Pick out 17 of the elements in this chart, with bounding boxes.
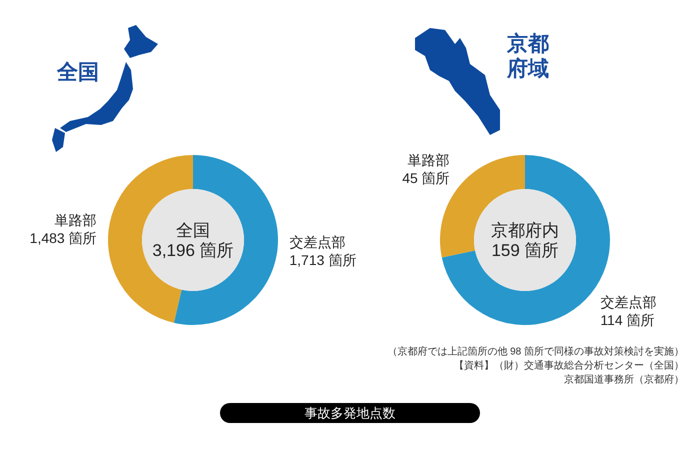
text: 京都府内 159 箇所 [491,220,559,260]
chart-title: 全国 [57,60,99,84]
text: 3,196 箇所 [152,240,234,260]
text: 京都国道事務所（京都府） [564,374,684,386]
text: 全国 [176,220,210,240]
data-label: 45 箇所 [402,170,450,186]
chart-title: 京都府域 [506,30,549,80]
slice-label: 交差点部 [600,294,656,310]
data-label: 114 箇所 [600,312,655,328]
data-label: 1,713 箇所 [289,252,356,268]
data-label: 1,483 箇所 [30,230,97,246]
text: 事故多発地点数 [304,406,396,420]
text: 【資料】（財）交通事故総合分析センター（全国） [454,360,684,372]
slice-label: 単路部 [54,212,97,228]
slice-label: 単路部 [408,152,450,168]
slice-label: 交差点部 [289,234,346,250]
text: （京都府では上記箇所の他 98 箇所で同様の事故対策検討を実施） [387,346,684,358]
